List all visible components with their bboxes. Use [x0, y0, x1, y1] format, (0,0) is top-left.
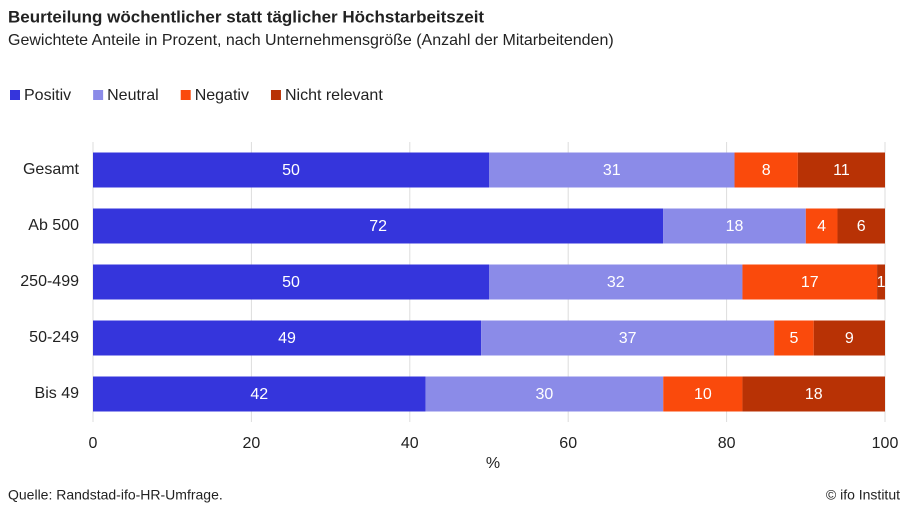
legend-label: Positiv: [24, 87, 71, 104]
x-tick-label: 80: [718, 435, 736, 452]
y-tick-label: Gesamt: [23, 161, 80, 178]
bar-segment: [489, 152, 735, 188]
bar-segment: [425, 376, 664, 412]
data-label: 9: [845, 330, 854, 347]
bar-segment: [837, 208, 885, 244]
data-label: 50: [282, 162, 300, 179]
data-label: 5: [789, 330, 798, 347]
y-tick-label: 50-249: [29, 329, 79, 346]
data-label: 6: [857, 218, 866, 235]
data-label: 1: [877, 274, 886, 291]
legend-swatch: [10, 90, 20, 100]
bar-segment: [93, 264, 489, 300]
legend-label: Negativ: [195, 87, 249, 104]
bar-segment: [877, 264, 885, 300]
legend-label: Nicht relevant: [285, 87, 383, 104]
bar-segment: [742, 376, 885, 412]
bar-segment: [774, 320, 814, 356]
bar-segment: [93, 320, 482, 356]
data-label: 31: [603, 162, 621, 179]
bar-segment: [797, 152, 885, 188]
data-label: 49: [278, 330, 296, 347]
legend-swatch: [270, 90, 281, 100]
credit: © ifo Institut: [826, 487, 900, 503]
data-label: 50: [282, 274, 300, 291]
data-label: 4: [817, 218, 826, 235]
data-label: 30: [536, 386, 554, 403]
data-label: 42: [250, 386, 268, 403]
bar-segment: [489, 264, 743, 300]
bar-segment: [742, 264, 878, 300]
source: Quelle: Randstad-ifo-HR-Umfrage.: [8, 487, 223, 503]
chart-subtitle: Gewichtete Anteile in Prozent, nach Unte…: [8, 32, 614, 49]
bar-segment: [93, 376, 426, 412]
bar-segment: [663, 208, 806, 244]
x-tick-label: 0: [89, 435, 98, 452]
bar-segment: [813, 320, 885, 356]
bar-segment: [93, 208, 664, 244]
y-tick-label: Bis 49: [35, 385, 80, 402]
bar-segment: [805, 208, 838, 244]
chart-title: Beurteilung wöchentlicher statt tägliche…: [8, 7, 484, 26]
bar-segment: [663, 376, 743, 412]
x-axis-label: %: [486, 455, 500, 472]
x-tick-label: 60: [559, 435, 577, 452]
bar-segment: [93, 152, 489, 188]
data-label: 17: [801, 274, 819, 291]
data-label: 72: [369, 218, 387, 235]
data-label: 32: [607, 274, 625, 291]
y-tick-label: 250-499: [20, 273, 79, 290]
legend-label: Neutral: [107, 87, 159, 104]
bar-segment: [734, 152, 798, 188]
data-label: 37: [619, 330, 637, 347]
x-tick-label: 40: [401, 435, 419, 452]
x-tick-label: 20: [243, 435, 261, 452]
bar-segment: [481, 320, 775, 356]
data-label: 11: [833, 162, 850, 179]
data-label: 18: [805, 386, 823, 403]
legend-swatch: [180, 90, 191, 100]
legend-swatch: [93, 90, 104, 100]
y-tick-label: Ab 500: [28, 217, 79, 234]
x-tick-label: 100: [872, 435, 899, 452]
data-label: 10: [694, 386, 712, 403]
data-label: 18: [726, 218, 744, 235]
data-label: 8: [762, 162, 771, 179]
